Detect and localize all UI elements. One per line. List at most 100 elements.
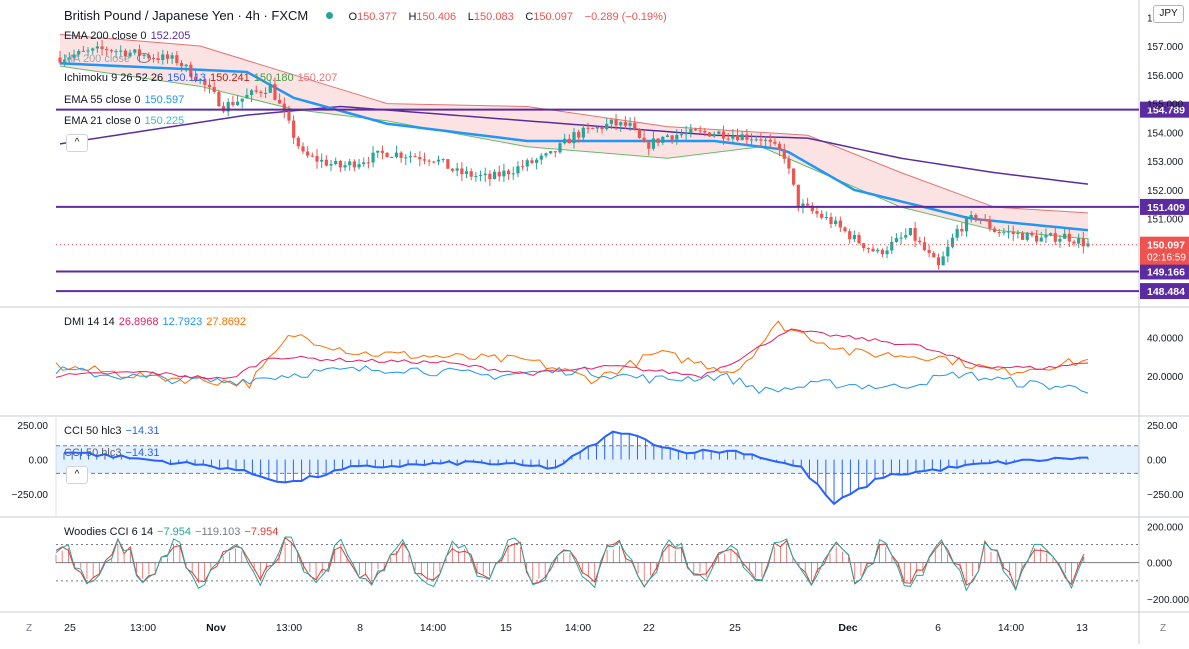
candles	[56, 39, 1139, 270]
candle-body	[123, 50, 128, 57]
candle-body	[310, 155, 314, 157]
candle-body	[628, 122, 632, 126]
candle-body	[796, 184, 800, 208]
ma200-legend[interactable]: MA 200 close	[64, 52, 155, 65]
woodies-tick: −200.000	[1147, 595, 1189, 606]
candle-body	[394, 152, 399, 158]
candle-body	[483, 173, 487, 176]
dmi-tick: 20.0000	[1147, 372, 1184, 383]
candle-body	[605, 123, 609, 130]
candle-body	[464, 171, 469, 175]
level-label: 148.484	[1147, 286, 1185, 298]
candle-body	[871, 248, 875, 252]
candle-body	[1077, 238, 1081, 244]
candle-body	[992, 228, 997, 233]
candle-body	[175, 55, 179, 63]
ema21-legend[interactable]: EMA 21 close 0 150.225	[64, 115, 185, 127]
candle-body	[1016, 233, 1020, 235]
ichimoku-legend[interactable]: Ichimoku 9 26 52 26 150.113 150.241 150.180…	[64, 72, 338, 84]
candle-body	[450, 168, 455, 171]
candle-body	[179, 62, 184, 67]
candle-body	[684, 132, 688, 135]
candle-body	[296, 137, 300, 147]
cci-legend[interactable]: CCI 50 hlc3 −14.31	[64, 425, 160, 437]
candle-body	[320, 159, 324, 162]
candle-body	[633, 122, 637, 130]
candle-body	[679, 134, 684, 136]
time-tick: 25	[64, 622, 76, 634]
candle-body	[815, 211, 819, 214]
candle-body	[1044, 234, 1048, 238]
candle-body	[521, 166, 525, 168]
price-tick: 153.000	[1147, 157, 1184, 168]
auto-scale-corner-right[interactable]: Z	[1160, 623, 1167, 634]
candle-body	[637, 129, 642, 138]
woodies-turbo-line	[55, 536, 1085, 591]
candle-body	[553, 151, 557, 153]
candle-body	[58, 57, 62, 63]
candle-body	[1002, 231, 1006, 233]
candle-body	[950, 237, 955, 247]
candle-body	[422, 159, 427, 161]
candle-body	[133, 49, 137, 53]
currency-button[interactable]: JPY	[1153, 5, 1184, 23]
candle-body	[609, 119, 613, 124]
candle-body	[478, 175, 483, 177]
candle-body	[876, 249, 880, 252]
candle-body	[1030, 232, 1034, 236]
candle-body	[245, 95, 249, 99]
candle-body	[488, 173, 492, 180]
price-tick: 151.000	[1147, 215, 1184, 226]
collapse-cci-button[interactable]: ^	[66, 466, 88, 484]
cci-legend-2[interactable]: CCI 50 hlc3 −14.31	[64, 447, 160, 459]
candle-body	[278, 99, 282, 104]
candle-body	[184, 64, 188, 67]
candle-body	[563, 138, 567, 144]
symbol-title[interactable]: British Pound / Japanese Yen · 4h · FXCM	[64, 8, 309, 23]
candle-body	[693, 129, 698, 131]
candle-body	[820, 213, 824, 218]
ema200-path	[59, 105, 1089, 185]
ema55-legend[interactable]: EMA 55 close 0 150.597	[64, 94, 185, 106]
candle-body	[1072, 241, 1076, 244]
candle-body	[586, 127, 590, 129]
level-label-bg	[1140, 101, 1189, 118]
candle-body	[390, 157, 394, 159]
collapse-legend-button[interactable]: ^	[66, 134, 88, 152]
candle-body	[352, 161, 356, 168]
candle-body	[946, 246, 950, 257]
horizontal-levels[interactable]: 154.789 151.409 149.166 148.484	[56, 101, 1189, 300]
candle-body	[254, 90, 258, 92]
candle-body	[974, 214, 978, 219]
candle-body	[726, 138, 730, 140]
price-axis[interactable]: 158.000157.000156.000155.000154.000153.0…	[1140, 13, 1189, 265]
timezone-corner-left[interactable]: Z	[26, 623, 33, 634]
candle-body	[259, 91, 263, 94]
di-minus-line	[55, 365, 1089, 394]
eye-hidden-icon[interactable]	[137, 53, 152, 63]
candle-body	[329, 164, 333, 166]
time-axis[interactable]: 25 13:00 Nov 13:00 8 14:00 15 14:00 22 25 Dec 6 14:0…	[64, 622, 1088, 634]
cci-tick-right: 0.00	[1147, 456, 1167, 467]
candle-body	[282, 103, 286, 112]
candle-body	[1067, 233, 1071, 242]
ema200-legend[interactable]: EMA 200 close 0 152.205	[64, 30, 191, 42]
cci-tick-left: −250.00	[12, 490, 49, 501]
candle-body	[193, 76, 198, 81]
candle-body	[240, 98, 244, 102]
woodies-legend[interactable]: Woodies CCI 6 14 −7.954 −119.103 −7.954	[64, 526, 279, 538]
candle-body	[988, 220, 992, 229]
candle-body	[86, 50, 90, 52]
cci-tick-right: −250.00	[1147, 490, 1184, 501]
candle-body	[380, 150, 385, 153]
candle-body	[773, 141, 777, 144]
candle-body	[591, 128, 595, 130]
candle-body	[614, 119, 618, 126]
dmi-legend[interactable]: DMI 14 14 26.8968 12.7923 27.8692	[64, 316, 247, 328]
candle-body	[735, 135, 740, 141]
candle-body	[768, 139, 772, 142]
candle-body	[338, 160, 342, 168]
candle-body	[81, 50, 85, 52]
